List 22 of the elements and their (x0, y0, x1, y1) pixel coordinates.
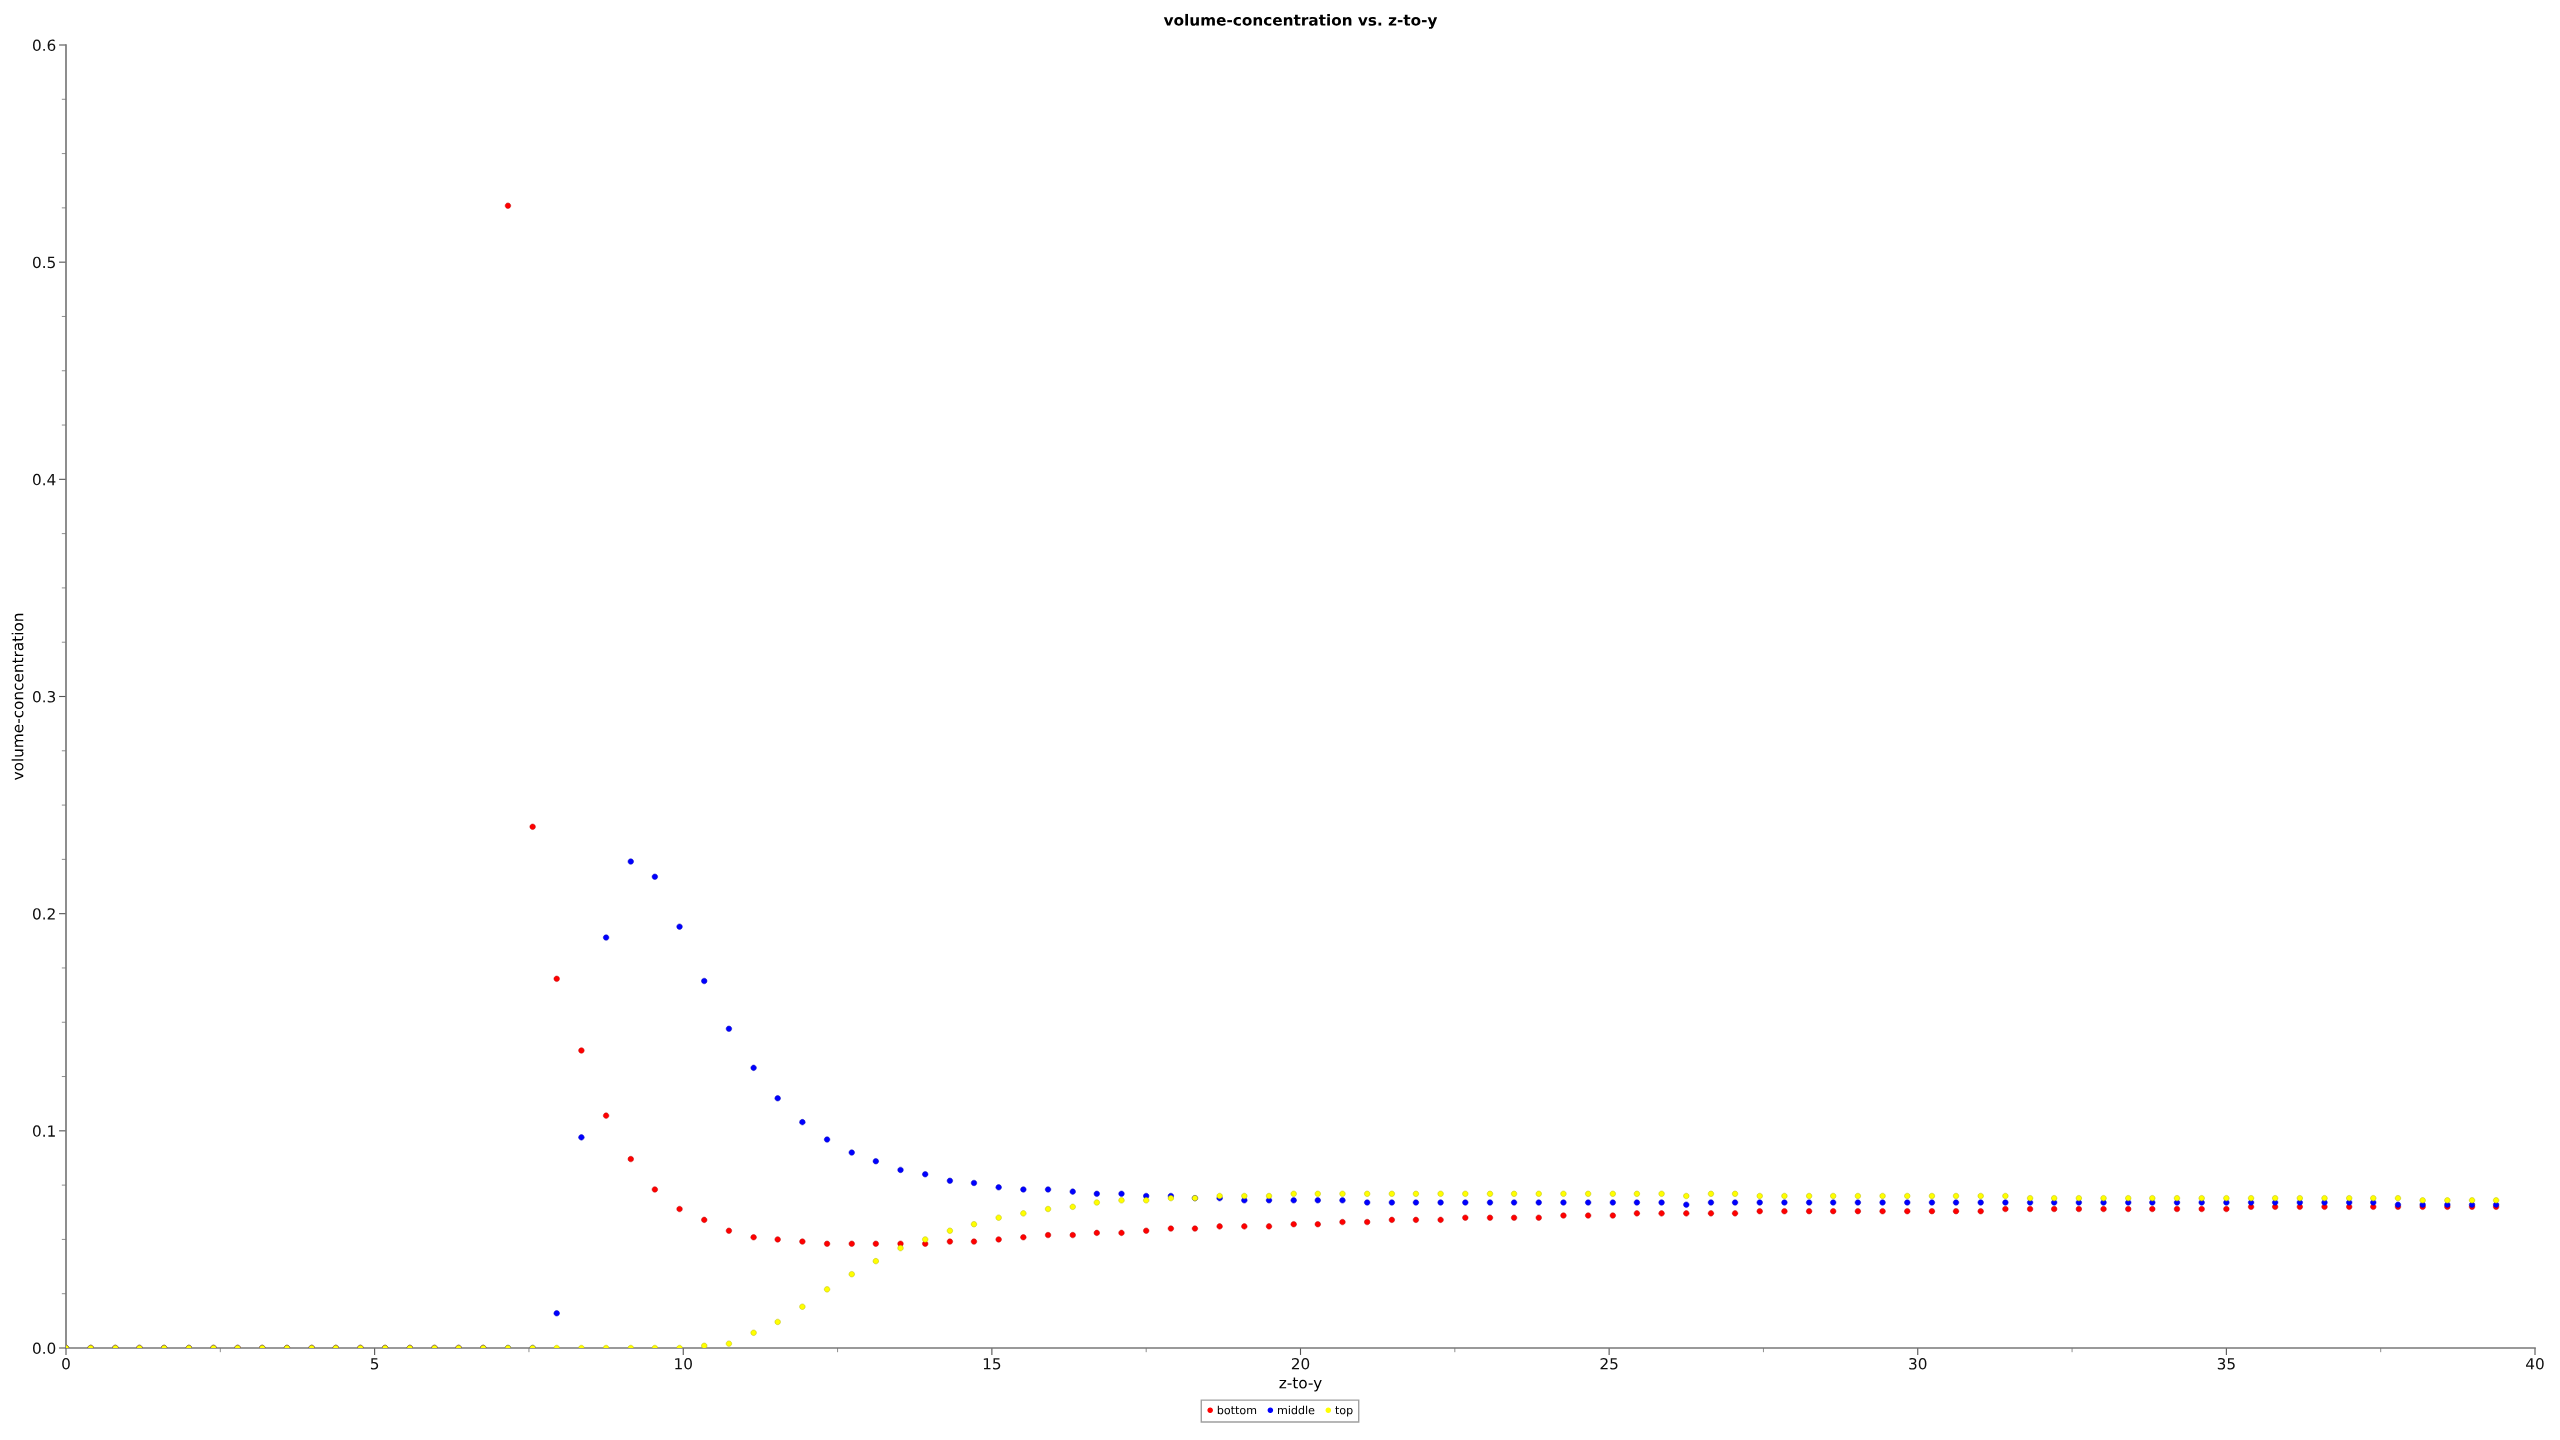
legend-label: top (1335, 1406, 1353, 1417)
x-tick-label: 5 (370, 1358, 379, 1370)
x-tick-label: 35 (2217, 1357, 2235, 1370)
x-tick-label: 30 (1909, 1357, 1927, 1370)
y-tick-label: 0.2 (32, 908, 55, 920)
x-tick-label: 15 (983, 1358, 1001, 1370)
legend-label: bottom (1217, 1405, 1257, 1415)
y-tick-label: 0.6 (32, 39, 56, 52)
x-axis-title: z-to-y (1279, 1377, 1322, 1392)
x-tick-label: 25 (1600, 1357, 1618, 1370)
legend-label: middle (1278, 1405, 1315, 1415)
y-tick-label: 0.1 (32, 1125, 55, 1137)
y-axis-title: volume-concentration (11, 613, 24, 780)
y-tick-label: 0.4 (32, 473, 56, 486)
x-tick-label: 20 (1291, 1357, 1310, 1370)
y-tick-label: 0.0 (32, 1342, 56, 1355)
x-tick-label: 40 (2526, 1357, 2544, 1370)
y-tick-label: 0.3 (32, 690, 56, 703)
y-tick-label: 0.5 (32, 256, 55, 269)
x-tick-label: 10 (675, 1357, 692, 1370)
x-tick-label: 0 (62, 1357, 70, 1370)
chart-title: volume-concentration vs. z-to-y (1163, 13, 1438, 29)
